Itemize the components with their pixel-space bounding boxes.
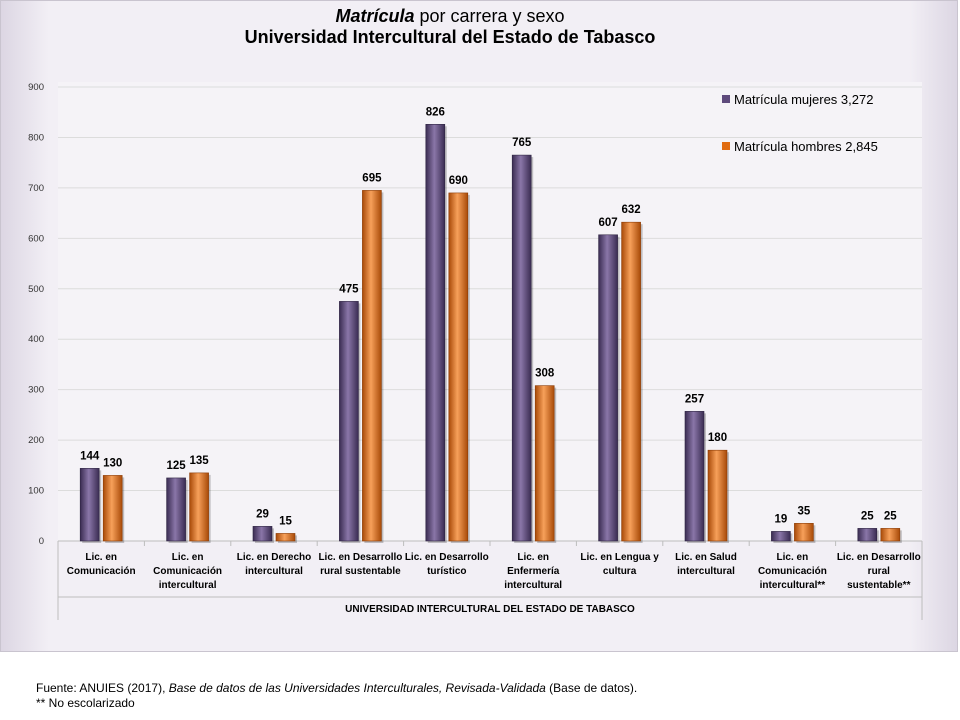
data-label: 308: [535, 368, 555, 380]
y-tick-label: 600: [28, 233, 44, 244]
data-label: 35: [798, 505, 811, 517]
y-tick-label: 700: [28, 183, 44, 194]
x-tick-label: intercultural: [159, 580, 217, 591]
legend-label: Matrícula mujeres 3,272: [734, 92, 873, 107]
bar-hombres: [707, 449, 728, 542]
source-prefix: Fuente: ANUIES (2017),: [36, 681, 169, 695]
chart-title-rest: por carrera y sexo: [414, 6, 565, 26]
bar-mujeres: [771, 531, 791, 542]
legend-label: Matrícula hombres 2,845: [734, 139, 878, 154]
bar-hombres: [794, 523, 814, 542]
x-tick-label: Lic. en Desarrollo: [405, 552, 489, 563]
data-label: 475: [339, 283, 359, 295]
chart-title-italic: Matrícula: [335, 6, 415, 26]
x-tick-label: Lic. en Derecho: [237, 552, 311, 563]
x-tick-label: Lic. en: [517, 552, 549, 563]
x-tick-label: Lic. en: [85, 552, 117, 563]
x-axis-title: UNIVERSIDAD INTERCULTURAL DEL ESTADO DE …: [345, 604, 635, 615]
x-tick-label: intercultural**: [760, 580, 826, 591]
y-tick-label: 500: [28, 284, 44, 295]
x-tick-label: rural: [868, 566, 890, 577]
data-label: 19: [775, 513, 788, 525]
x-tick-label: Lic. en: [172, 552, 204, 563]
bar-mujeres: [166, 477, 186, 542]
bar-hombres: [880, 528, 901, 542]
x-tick-label: Comunicación: [758, 566, 827, 577]
bar-mujeres: [684, 411, 705, 542]
bar-hombres: [621, 221, 641, 542]
bar-mujeres: [252, 526, 273, 542]
y-tick-label: 200: [28, 435, 44, 446]
x-tick-label: Lic. en Desarrollo: [318, 552, 402, 563]
bar-mujeres: [598, 234, 618, 542]
data-label: 607: [599, 217, 618, 229]
bar-hombres: [362, 190, 382, 542]
data-label: 180: [708, 432, 727, 444]
bar-mujeres: [511, 154, 532, 542]
x-tick-label: Lic. en Desarrollo: [837, 552, 921, 563]
x-tick-label: intercultural: [245, 566, 303, 577]
data-label: 826: [426, 106, 445, 118]
x-tick-label: Comunicación: [153, 566, 222, 577]
plot-area: [58, 82, 922, 541]
data-label: 695: [362, 172, 382, 184]
bar-mujeres: [425, 124, 446, 542]
x-tick-label: cultura: [603, 566, 637, 577]
y-tick-label: 0: [39, 536, 44, 547]
chart-title-line2: Universidad Intercultural del Estado de …: [244, 27, 656, 47]
data-label: 125: [167, 460, 187, 472]
bar-mujeres: [339, 301, 359, 542]
data-label: 15: [279, 515, 292, 527]
data-label: 25: [884, 510, 897, 522]
data-label: 25: [861, 510, 874, 522]
footnote: ** No escolarizado: [36, 696, 135, 710]
data-label: 765: [512, 137, 532, 149]
chart-title-line1: Matrícula por carrera y sexo: [0, 6, 900, 27]
data-label: 632: [622, 204, 641, 216]
bar-hombres: [534, 385, 555, 542]
bar-mujeres: [857, 528, 878, 542]
source-citation: Fuente: ANUIES (2017), Base de datos de …: [36, 681, 637, 696]
data-label: 130: [103, 457, 122, 469]
x-tick-label: Lic. en Salud: [675, 552, 737, 563]
bar-hombres: [102, 475, 123, 542]
bar-hombres: [448, 192, 469, 542]
data-label: 135: [190, 455, 210, 467]
x-tick-label: intercultural: [504, 580, 562, 591]
y-tick-label: 400: [28, 334, 44, 345]
data-label: 690: [449, 175, 468, 187]
legend-swatch: [722, 142, 730, 150]
source-italic: Base de datos de las Universidades Inter…: [168, 681, 546, 695]
x-tick-label: Lic. en Lengua y: [580, 552, 659, 563]
data-label: 257: [685, 393, 704, 405]
bar-mujeres: [79, 468, 100, 542]
chart-title: Matrícula por carrera y sexo Universidad…: [0, 6, 900, 48]
x-tick-label: rural sustentable: [320, 566, 401, 577]
y-tick-label: 900: [28, 82, 44, 93]
data-label: 144: [80, 450, 100, 462]
source-note: Fuente: ANUIES (2017), Base de datos de …: [36, 681, 637, 711]
x-tick-label: intercultural: [677, 566, 735, 577]
bar-hombres: [189, 472, 209, 542]
bar-hombres: [275, 533, 296, 542]
x-tick-label: Enfermería: [507, 566, 560, 577]
x-tick-label: Comunicación: [67, 566, 136, 577]
legend-swatch: [722, 95, 730, 103]
x-tick-label: Lic. en: [777, 552, 809, 563]
y-tick-label: 300: [28, 385, 44, 396]
x-tick-label: turístico: [427, 566, 466, 577]
data-label: 29: [256, 508, 269, 520]
y-tick-label: 100: [28, 486, 44, 497]
source-suffix: (Base de datos).: [545, 681, 638, 695]
x-tick-label: sustentable**: [847, 580, 910, 591]
y-tick-label: 800: [28, 132, 44, 143]
